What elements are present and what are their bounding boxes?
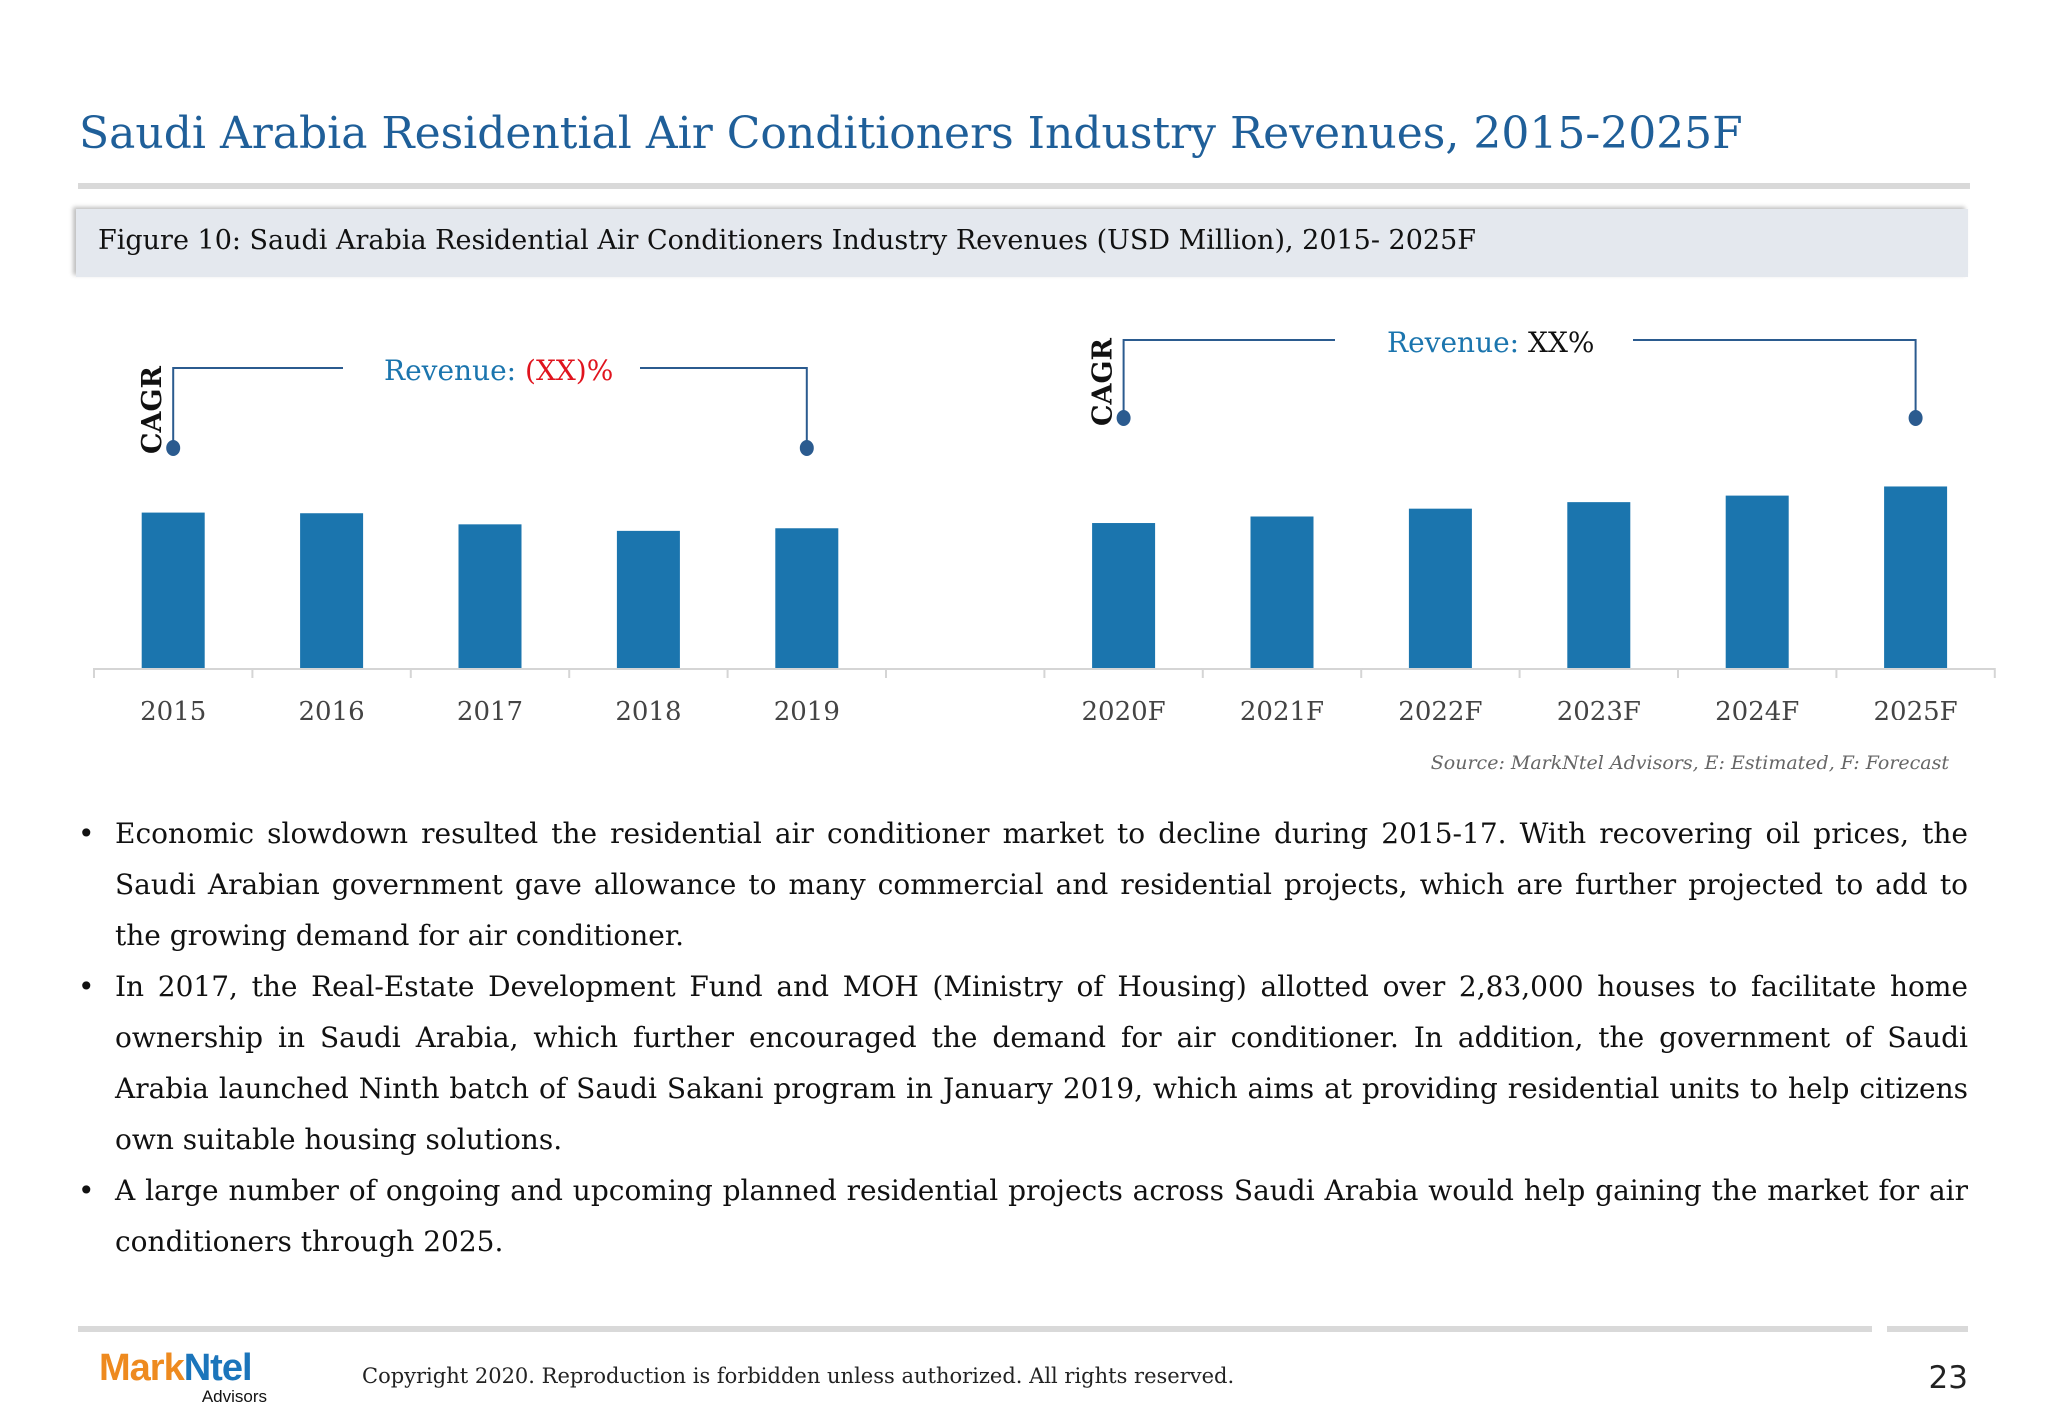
chart-source: Source: MarkNtel Advisors, E: Estimated,… bbox=[1430, 752, 1949, 774]
footer-divider bbox=[78, 1326, 1872, 1332]
cagr-bracket-right bbox=[640, 367, 808, 448]
cagr-revenue-text: Revenue: XX% bbox=[1387, 326, 1595, 359]
bullet-icon: • bbox=[78, 1174, 95, 1207]
x-tick-label: 2023F bbox=[1557, 697, 1641, 720]
bar-2015 bbox=[141, 512, 205, 668]
footer-divider-short bbox=[1887, 1326, 1968, 1332]
x-tick-label: 2021F bbox=[1240, 697, 1324, 720]
bullet-list: • Economic slowdown resulted the resident… bbox=[78, 808, 1968, 1267]
bullet-text: A large number of ongoing and upcoming p… bbox=[115, 1174, 1968, 1258]
cagr-label: CAGR bbox=[137, 365, 168, 453]
cagr-bracket-left bbox=[1122, 339, 1335, 418]
x-tick-label: 2015 bbox=[140, 697, 206, 720]
bar-2018 bbox=[616, 530, 680, 668]
bullet-text: In 2017, the Real-Estate Development Fun… bbox=[115, 970, 1968, 1156]
cagr-bracket-right bbox=[1633, 339, 1917, 418]
x-tick-label: 2019 bbox=[774, 697, 840, 720]
bullet-icon: • bbox=[78, 970, 95, 1003]
x-tick-label: 2024F bbox=[1715, 697, 1799, 720]
x-tick-label: 2018 bbox=[615, 697, 681, 720]
page-number: 23 bbox=[1928, 1360, 1968, 1396]
bar-2017 bbox=[458, 524, 522, 668]
bar-2023F bbox=[1567, 502, 1631, 668]
marknetl-logo: MarkNtel Advisors bbox=[99, 1347, 269, 1407]
figure-caption-box: Figure 10: Saudi Arabia Residential Air … bbox=[76, 209, 1968, 277]
bar-2019 bbox=[775, 528, 839, 668]
logo-mark: Mark bbox=[99, 1347, 185, 1389]
bar-2024F bbox=[1725, 495, 1789, 668]
cagr-dot-start bbox=[166, 440, 181, 456]
logo-ntel: Ntel bbox=[183, 1347, 253, 1389]
bullet-item: • In 2017, the Real-Estate Development Fu… bbox=[78, 961, 1968, 1165]
bar-2022F bbox=[1408, 508, 1472, 668]
cagr-dot-start bbox=[1116, 410, 1131, 426]
revenue-bar-chart: 2015 2016 2017 2018 2019 2020F 2021F 2022F 2023F… bbox=[93, 326, 1996, 720]
bar-2016 bbox=[300, 513, 364, 668]
bullet-text: Economic slowdown resulted the residenti… bbox=[115, 817, 1968, 952]
figure-caption: Figure 10: Saudi Arabia Residential Air … bbox=[98, 225, 1477, 256]
title-divider bbox=[78, 183, 1970, 189]
x-tick-label: 2020F bbox=[1081, 697, 1165, 720]
x-tick-label: 2016 bbox=[299, 697, 365, 720]
cagr-dot-end bbox=[1908, 410, 1923, 426]
bullet-icon: • bbox=[78, 817, 95, 850]
cagr-dot-end bbox=[799, 440, 814, 456]
cagr-label: CAGR bbox=[1088, 337, 1119, 425]
bar-2021F bbox=[1250, 516, 1314, 668]
x-tick-label: 2017 bbox=[457, 697, 523, 720]
bar-2020F bbox=[1092, 523, 1156, 668]
x-tick-label: 2022F bbox=[1398, 697, 1482, 720]
bullet-item: • Economic slowdown resulted the resident… bbox=[78, 808, 1968, 961]
bullet-item: • A large number of ongoing and upcoming … bbox=[78, 1165, 1968, 1267]
bar-2025F bbox=[1884, 486, 1948, 668]
cagr-bracket-left bbox=[172, 367, 343, 448]
cagr-revenue-text: Revenue: (XX)% bbox=[384, 354, 613, 387]
logo-sub: Advisors bbox=[201, 1387, 267, 1406]
x-tick-label: 2025F bbox=[1873, 697, 1957, 720]
copyright-text: Copyright 2020. Reproduction is forbidde… bbox=[362, 1364, 1235, 1388]
page-title: Saudi Arabia Residential Air Conditioner… bbox=[79, 108, 1743, 159]
